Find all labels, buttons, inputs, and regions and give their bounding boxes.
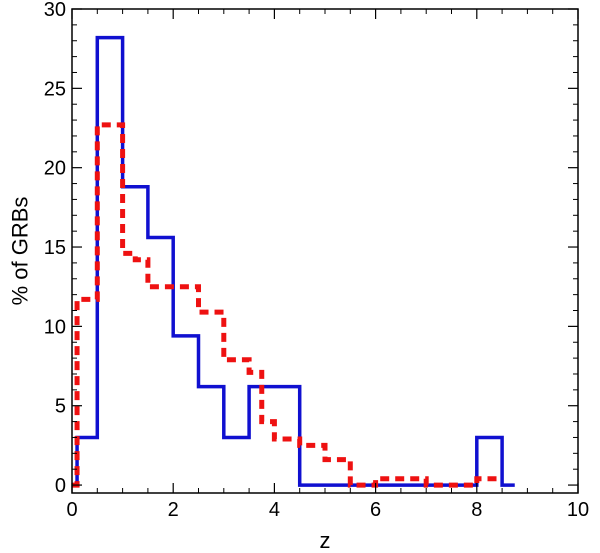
y-tick-label: 25 — [44, 78, 66, 100]
x-tick-label: 2 — [168, 499, 179, 521]
series-dashed-red-line — [72, 122, 503, 488]
y-tick-label: 15 — [44, 237, 66, 259]
y-tick-label: 30 — [44, 0, 66, 21]
tick-labels-layer: 0 2 4 6 8 10 0 5 10 15 20 25 30 — [44, 0, 589, 521]
x-axis-label: z — [320, 528, 331, 553]
plot-frame — [71, 8, 579, 494]
x-tick-label: 6 — [370, 499, 381, 521]
y-tick-label: 20 — [44, 158, 66, 180]
y-tick-label: 5 — [55, 396, 66, 418]
y-tick-label: 10 — [44, 316, 66, 338]
y-tick-label: 0 — [55, 475, 66, 497]
x-tick-label: 0 — [66, 499, 77, 521]
x-tick-label: 4 — [269, 499, 280, 521]
x-tick-label: 10 — [567, 499, 589, 521]
ticks-layer — [71, 8, 579, 493]
y-axis-label: % of GRBs — [8, 197, 33, 306]
x-tick-label: 8 — [471, 499, 482, 521]
series-layer — [72, 35, 515, 488]
